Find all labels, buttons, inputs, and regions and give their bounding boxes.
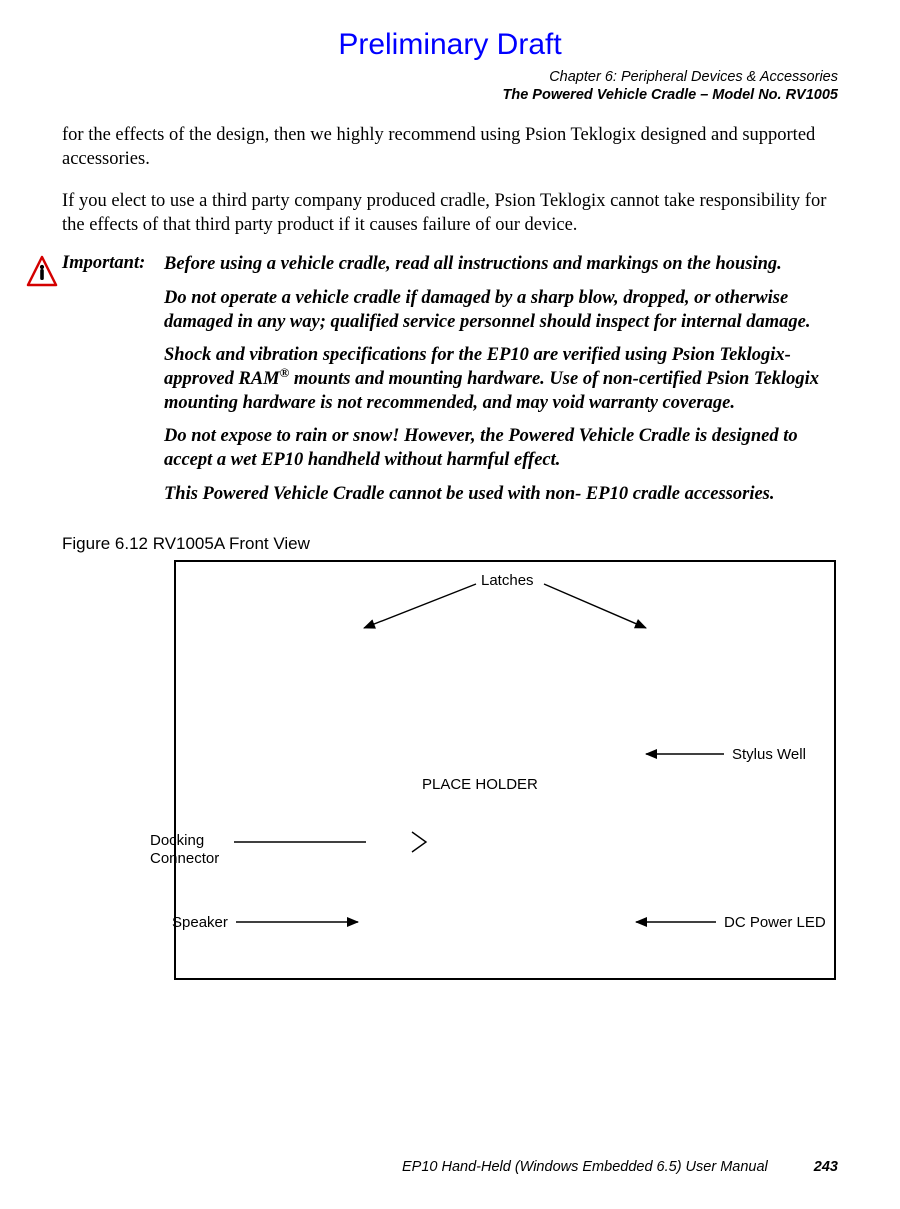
figure-caption: Figure 6.12 RV1005A Front View — [62, 534, 838, 554]
label-docking-l1: Docking — [150, 832, 219, 850]
chapter-line-2: The Powered Vehicle Cradle – Model No. R… — [62, 86, 838, 104]
label-latches: Latches — [481, 572, 534, 589]
label-docking-l2: Connector — [150, 850, 219, 868]
body-para-2: If you elect to use a third party compan… — [62, 190, 838, 237]
important-block: Important: Before using a vehicle cradle… — [62, 253, 838, 516]
figure-box: Latches Stylus Well PLACE HOLDER — [174, 560, 836, 980]
chapter-line-1: Chapter 6: Peripheral Devices & Accessor… — [62, 68, 838, 86]
important-p2: Do not operate a vehicle cradle if damag… — [164, 287, 838, 334]
label-placeholder: PLACE HOLDER — [422, 776, 538, 793]
label-stylus-well: Stylus Well — [732, 746, 806, 763]
important-p5: This Powered Vehicle Cradle cannot be us… — [164, 483, 838, 507]
preliminary-draft-header: Preliminary Draft — [62, 28, 838, 62]
body-para-1: for the effects of the design, then we h… — [62, 124, 838, 171]
important-label: Important: — [62, 253, 164, 274]
important-p3: Shock and vibration specifications for t… — [164, 344, 838, 415]
registered-mark: ® — [280, 365, 290, 380]
chapter-header: Chapter 6: Peripheral Devices & Accessor… — [62, 68, 838, 104]
warning-icon — [26, 253, 62, 296]
important-content: Before using a vehicle cradle, read all … — [164, 253, 838, 516]
important-p4: Do not expose to rain or snow! However, … — [164, 425, 838, 472]
footer-text: EP10 Hand-Held (Windows Embedded 6.5) Us… — [402, 1159, 768, 1175]
document-page: Preliminary Draft Chapter 6: Peripheral … — [0, 0, 900, 1209]
label-speaker: Speaker — [172, 914, 228, 931]
page-number: 243 — [814, 1159, 838, 1175]
page-footer: EP10 Hand-Held (Windows Embedded 6.5) Us… — [402, 1159, 838, 1175]
label-docking-connector: Docking Connector — [150, 832, 219, 868]
important-p1: Before using a vehicle cradle, read all … — [164, 253, 838, 277]
label-dc-power-led: DC Power LED — [724, 914, 826, 931]
